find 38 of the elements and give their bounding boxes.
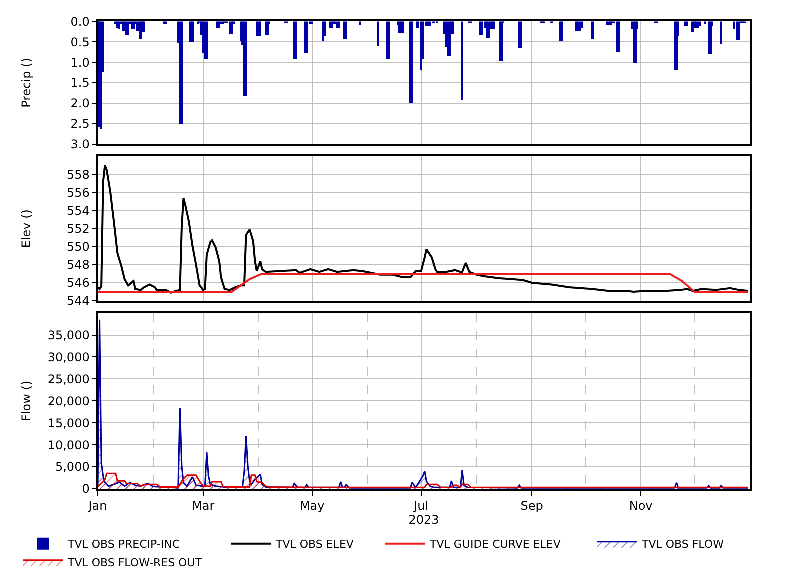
y-tick-label: 1.0: [70, 56, 90, 70]
y-tick-label: 20,000: [48, 394, 90, 408]
y-tick-label: 558: [66, 168, 90, 182]
y-tick-label: 3.0: [70, 138, 90, 152]
y-tick-label: 30,000: [48, 350, 90, 364]
y-tick-label: 5,000: [55, 460, 90, 474]
y-tick-label: 0.0: [70, 14, 90, 29]
y-axis-title: Flow (): [20, 380, 34, 422]
y-tick-label: 1.5: [70, 76, 90, 90]
x-tick-label: Jan: [88, 499, 108, 514]
y-tick-label: 0: [82, 482, 90, 496]
x-tick-label: Mar: [192, 499, 215, 514]
y-tick-label: 35,000: [48, 328, 90, 342]
legend-label: TVL OBS PRECIP-INC: [67, 538, 180, 552]
y-axis-title: Precip (): [20, 58, 34, 108]
legend-label: TVL OBS ELEV: [275, 538, 354, 552]
y-tick-label: 548: [66, 258, 90, 272]
legend-label: TVL GUIDE CURVE ELEV: [429, 538, 562, 552]
y-tick-label: 25,000: [48, 372, 90, 386]
y-tick-label: 552: [66, 222, 90, 236]
y-tick-label: 556: [66, 186, 90, 200]
x-tick-label: Sep: [520, 499, 544, 514]
y-tick-label: 2.0: [70, 96, 90, 111]
y-tick-label: 554: [66, 204, 90, 218]
x-tick-label: Jul: [413, 499, 429, 514]
legend-label: TVL OBS FLOW-RES OUT: [67, 556, 202, 570]
x-axis-title: 2023: [408, 513, 440, 528]
y-tick-label: 2.5: [70, 117, 90, 132]
y-tick-label: 10,000: [48, 438, 90, 452]
y-tick-label: 0.5: [70, 35, 90, 50]
y-tick-label: 15,000: [48, 416, 90, 430]
y-tick-label: 544: [66, 294, 90, 308]
x-tick-label: Nov: [629, 499, 653, 514]
legend-label: TVL OBS FLOW: [641, 538, 724, 552]
y-tick-label: 550: [66, 240, 90, 254]
y-tick-label: 546: [66, 276, 90, 290]
y-axis-title: Elev (): [20, 210, 34, 248]
x-tick-label: May: [300, 499, 325, 514]
